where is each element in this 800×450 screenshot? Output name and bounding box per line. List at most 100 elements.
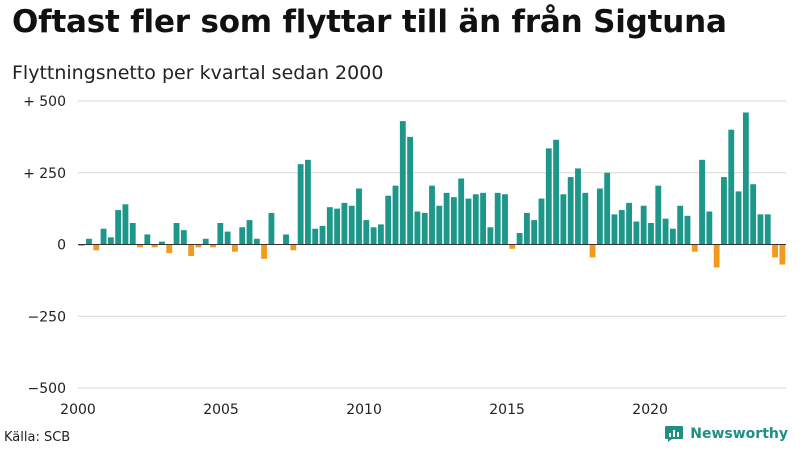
bar <box>173 222 180 245</box>
bar <box>297 164 304 245</box>
bar <box>122 204 129 245</box>
bar <box>706 211 713 245</box>
bar <box>728 129 735 245</box>
bar <box>458 178 465 245</box>
bar <box>261 244 268 259</box>
bar <box>253 238 260 245</box>
chart-title: Oftast fler som flyttar till än från Sig… <box>12 4 727 40</box>
bar <box>450 197 457 245</box>
bar <box>626 202 632 245</box>
bar <box>370 227 377 245</box>
bar <box>144 234 151 245</box>
bar <box>443 192 450 245</box>
bar <box>633 221 640 245</box>
bar <box>305 159 311 245</box>
bar <box>662 218 669 245</box>
bar <box>523 212 530 245</box>
bar <box>684 215 691 245</box>
bar <box>312 228 319 245</box>
x-tick-label: 2020 <box>632 402 668 418</box>
bar <box>210 244 216 248</box>
bar <box>764 214 771 245</box>
y-tick-label: + 250 <box>23 166 66 182</box>
bar <box>217 222 224 245</box>
bar <box>502 194 508 245</box>
bar <box>224 231 231 245</box>
bar <box>509 244 516 249</box>
brand: Newsworthy <box>664 425 788 443</box>
bar <box>582 192 589 245</box>
bar <box>531 220 538 245</box>
bar <box>429 185 435 245</box>
bar <box>436 205 443 245</box>
bar <box>648 222 654 245</box>
bars <box>78 112 786 268</box>
bar <box>319 225 326 245</box>
bar <box>575 168 581 245</box>
bar <box>195 244 202 248</box>
bar <box>166 244 173 254</box>
bar <box>180 230 187 245</box>
bar <box>239 227 246 245</box>
bar <box>560 194 567 245</box>
y-tick-label: −500 <box>28 381 66 397</box>
bar <box>385 195 392 245</box>
bar <box>669 228 676 245</box>
x-tick-label: 2010 <box>346 402 382 418</box>
bar <box>356 188 362 245</box>
bar <box>772 244 778 258</box>
bar <box>246 220 253 245</box>
y-tick-label: + 500 <box>23 94 66 110</box>
bar <box>202 238 209 245</box>
bar <box>363 220 370 245</box>
bar <box>326 207 333 245</box>
bar <box>655 185 662 245</box>
bar <box>159 241 165 245</box>
bar <box>407 136 414 245</box>
chart-subtitle: Flyttningsnetto per kvartal sedan 2000 <box>12 62 384 84</box>
bar <box>618 210 625 245</box>
bar <box>545 148 552 245</box>
bar <box>115 210 122 245</box>
bar <box>78 244 85 246</box>
bar <box>640 205 647 245</box>
bar <box>100 228 107 245</box>
bar <box>596 188 603 245</box>
bar <box>480 192 487 245</box>
bar <box>516 233 523 245</box>
bar <box>414 211 421 245</box>
bar <box>465 198 472 245</box>
grid-lines <box>78 100 786 389</box>
bar <box>392 185 399 245</box>
newsworthy-logo-icon <box>665 426 684 442</box>
y-axis-tick-labels: + 500 + 250 0 −250 −500 <box>23 94 66 397</box>
bar <box>232 244 238 252</box>
bar <box>567 177 574 245</box>
bar <box>188 244 195 256</box>
bar <box>757 214 764 245</box>
brand-name: Newsworthy <box>690 426 788 442</box>
x-axis-tick-labels: 2000 2005 2010 2015 2020 <box>60 402 668 418</box>
bar <box>699 159 705 245</box>
y-tick-label: −250 <box>28 309 66 325</box>
bar <box>268 212 275 245</box>
bar <box>348 205 355 245</box>
bar <box>86 238 92 245</box>
bar <box>290 244 297 251</box>
bar <box>341 202 348 245</box>
bar <box>377 224 384 245</box>
bar <box>735 191 742 245</box>
bar <box>472 194 479 245</box>
bar <box>129 222 136 245</box>
bar <box>487 227 494 245</box>
bar <box>494 192 501 245</box>
bar <box>611 214 618 245</box>
bar <box>691 244 698 252</box>
bar <box>742 112 749 245</box>
bar <box>151 244 158 248</box>
bar <box>399 121 406 245</box>
bar <box>779 244 786 265</box>
bar <box>589 244 596 258</box>
bar <box>677 205 684 245</box>
